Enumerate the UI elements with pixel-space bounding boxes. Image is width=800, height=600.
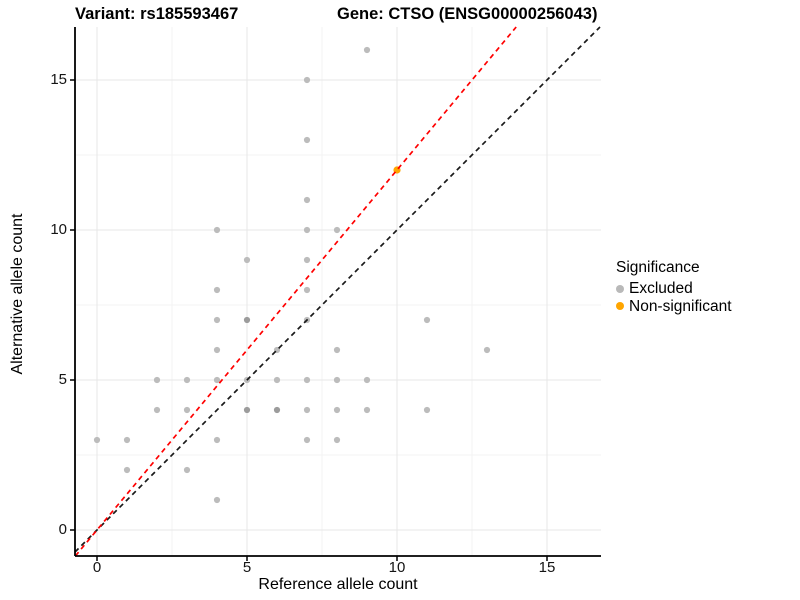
point-excluded: [213, 376, 221, 384]
scatter-points: [93, 46, 491, 504]
y-tick-label: 5: [58, 371, 67, 388]
identity-line: [74, 26, 601, 553]
point-excluded: [183, 466, 191, 474]
point-excluded: [423, 406, 431, 414]
point-excluded: [363, 46, 371, 54]
nonsignificant-dot-icon: [616, 302, 624, 311]
x-tick-label: 15: [538, 559, 556, 576]
axis-lines: [74, 27, 601, 557]
point-excluded: [93, 436, 101, 444]
point-excluded: [303, 196, 311, 204]
point-excluded: [303, 136, 311, 144]
y-tick-label: 15: [50, 71, 67, 88]
x-tick-label: 10: [388, 559, 406, 576]
legend-item-label: Non-significant: [629, 297, 732, 315]
y-axis-title: Alternative allele count: [9, 213, 26, 375]
point-excluded: [213, 226, 221, 234]
point-excluded: [213, 496, 221, 504]
point-excluded: [423, 316, 431, 324]
point-excluded: [183, 406, 191, 414]
point-excluded: [153, 406, 161, 414]
point-excluded: [183, 376, 191, 384]
legend-item-excluded: Excluded: [616, 280, 800, 298]
point-excluded: [123, 436, 131, 444]
point-excluded: [213, 346, 221, 354]
legend-item-label: Excluded: [629, 280, 693, 297]
point-excluded: [123, 466, 131, 474]
point-excluded: [243, 316, 251, 324]
x-tick-label: 5: [242, 559, 252, 576]
y-tick-label: 0: [58, 521, 67, 538]
point-excluded: [483, 346, 491, 354]
point-excluded: [243, 406, 251, 414]
x-tick-label: 0: [92, 559, 102, 576]
point-excluded: [303, 406, 311, 414]
y-tick-label: 10: [50, 221, 67, 238]
point-excluded: [303, 256, 311, 264]
point-excluded: [213, 286, 221, 294]
point-excluded: [303, 76, 311, 84]
point-excluded: [363, 406, 371, 414]
legend-item-nonsignificant: Non-significant: [616, 298, 800, 316]
legend: Significance Excluded Non-significant: [616, 258, 800, 315]
fit-line: [74, 26, 517, 557]
title-gene: Gene: CTSO (ENSG00000256043): [337, 5, 598, 23]
point-excluded: [273, 406, 281, 414]
excluded-dot-icon: [616, 284, 624, 293]
point-excluded: [243, 256, 251, 264]
point-excluded: [363, 376, 371, 384]
point-excluded: [153, 376, 161, 384]
x-axis-title: Reference allele count: [258, 576, 418, 593]
point-excluded: [213, 436, 221, 444]
point-excluded: [303, 436, 311, 444]
reference-lines: [74, 26, 601, 557]
point-excluded: [303, 286, 311, 294]
point-excluded: [333, 376, 341, 384]
point-excluded: [333, 406, 341, 414]
title-variant: Variant: rs185593467: [75, 5, 239, 23]
grid-major: [75, 27, 601, 556]
point-excluded: [273, 376, 281, 384]
point-excluded: [333, 346, 341, 354]
point-excluded: [213, 316, 221, 324]
grid-minor: [75, 27, 601, 556]
point-excluded: [303, 226, 311, 234]
point-excluded: [333, 436, 341, 444]
legend-title: Significance: [616, 259, 700, 276]
point-excluded: [303, 376, 311, 384]
axis-ticks: [70, 79, 548, 561]
point-excluded: [333, 226, 341, 234]
